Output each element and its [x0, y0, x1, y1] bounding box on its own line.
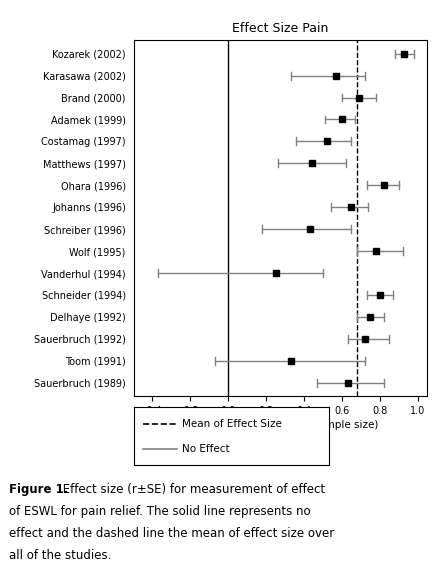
- X-axis label: Effect Size (weighted by sample size): Effect Size (weighted by sample size): [182, 420, 378, 430]
- Text: No Effect: No Effect: [182, 444, 230, 454]
- Text: Figure 1.: Figure 1.: [9, 483, 68, 495]
- Title: Effect Size Pain: Effect Size Pain: [232, 22, 328, 35]
- Text: Effect size (r±SE) for measurement of effect: Effect size (r±SE) for measurement of ef…: [59, 483, 325, 495]
- Text: effect and the dashed line the mean of effect size over: effect and the dashed line the mean of e…: [9, 527, 334, 539]
- Text: of ESWL for pain relief. The solid line represents no: of ESWL for pain relief. The solid line …: [9, 505, 311, 517]
- Text: Mean of Effect Size: Mean of Effect Size: [182, 418, 282, 429]
- Text: all of the studies.: all of the studies.: [9, 549, 111, 561]
